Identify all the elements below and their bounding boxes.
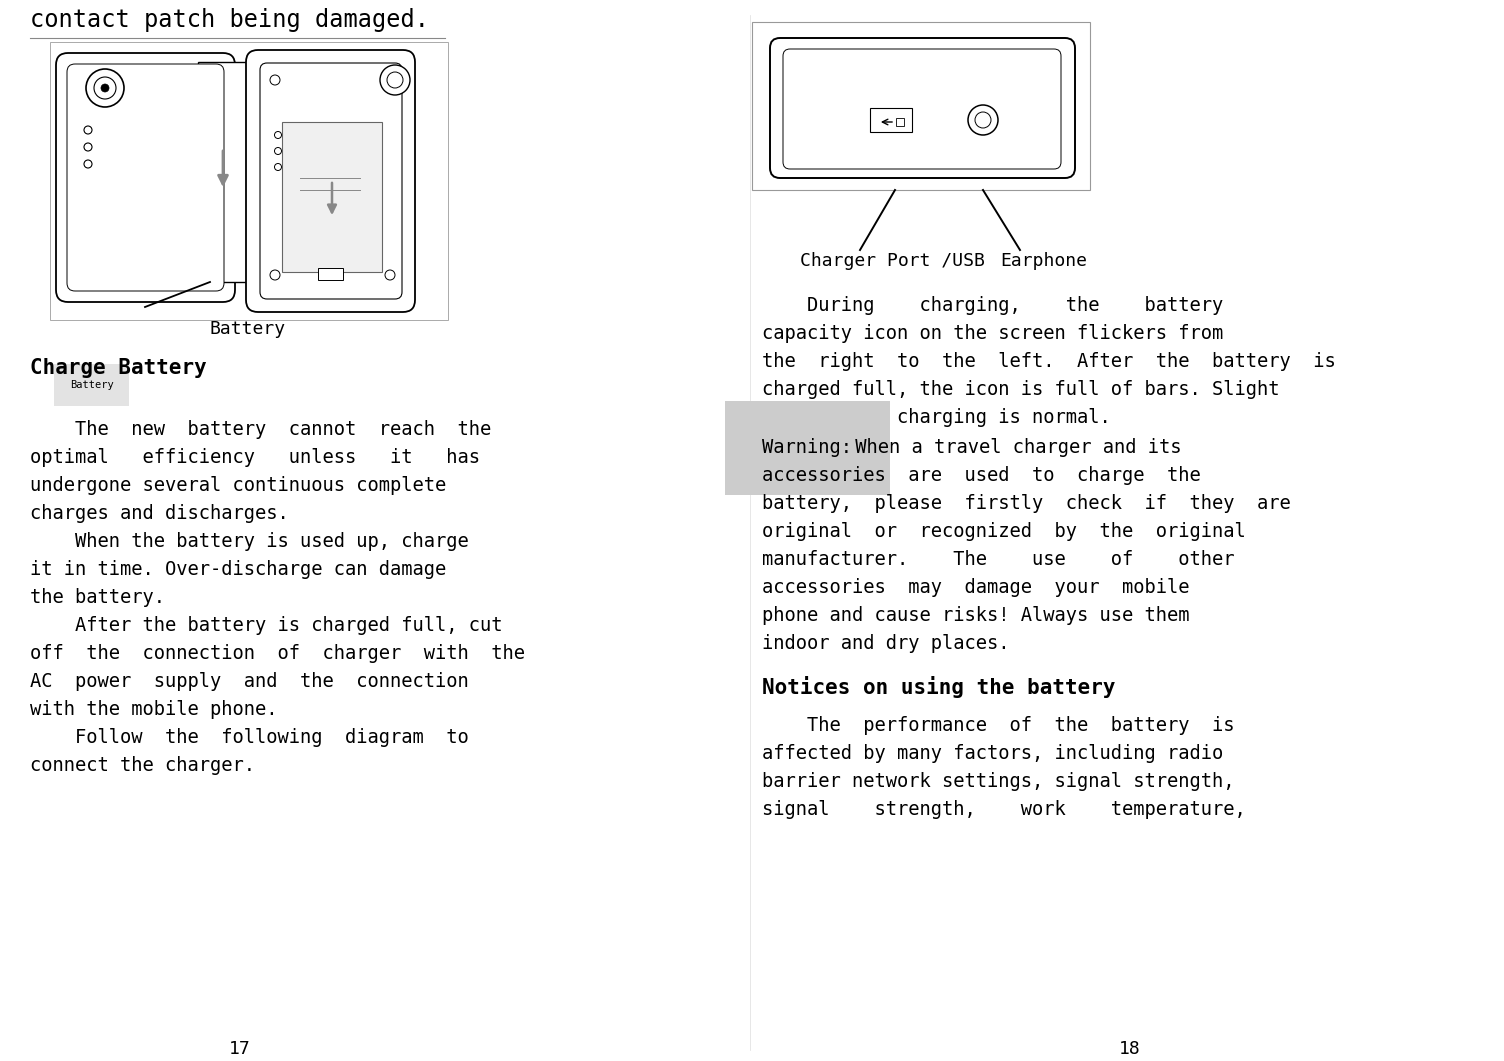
- Text: Battery: Battery: [211, 320, 286, 338]
- Circle shape: [275, 163, 281, 171]
- Circle shape: [275, 147, 281, 155]
- FancyBboxPatch shape: [784, 49, 1060, 169]
- Text: phone and cause risks! Always use them: phone and cause risks! Always use them: [763, 606, 1190, 625]
- Text: Earphone: Earphone: [1000, 253, 1087, 269]
- Text: Follow  the  following  diagram  to: Follow the following diagram to: [30, 728, 469, 747]
- Circle shape: [271, 75, 280, 85]
- Text: When the battery is used up, charge: When the battery is used up, charge: [30, 532, 469, 551]
- Circle shape: [84, 126, 92, 134]
- Circle shape: [385, 269, 396, 280]
- Circle shape: [84, 143, 92, 151]
- Text: The  new  battery  cannot  reach  the: The new battery cannot reach the: [30, 420, 492, 439]
- Text: After the battery is charged full, cut: After the battery is charged full, cut: [30, 616, 502, 634]
- Text: charges and discharges.: charges and discharges.: [30, 504, 289, 523]
- Text: barrier network settings, signal strength,: barrier network settings, signal strengt…: [763, 772, 1235, 792]
- Text: signal    strength,    work    temperature,: signal strength, work temperature,: [763, 800, 1245, 819]
- Bar: [752, 22, 1090, 190]
- Circle shape: [271, 269, 280, 280]
- Circle shape: [275, 132, 281, 139]
- Bar: [317, 268, 343, 280]
- FancyBboxPatch shape: [56, 53, 235, 302]
- Text: charged full, the icon is full of bars. Slight: charged full, the icon is full of bars. …: [763, 380, 1280, 399]
- Text: the  right  to  the  left.  After  the  battery  is: the right to the left. After the battery…: [763, 352, 1336, 371]
- Text: optimal   efficiency   unless   it   has: optimal efficiency unless it has: [30, 448, 480, 467]
- Text: Charger Port /USB: Charger Port /USB: [800, 253, 985, 269]
- Bar: [896, 118, 904, 126]
- Circle shape: [381, 65, 411, 95]
- Circle shape: [93, 77, 116, 99]
- Text: Charge Battery: Charge Battery: [30, 358, 206, 378]
- Circle shape: [975, 112, 991, 128]
- Text: During    charging,    the    battery: During charging, the battery: [763, 296, 1223, 315]
- Circle shape: [387, 72, 403, 88]
- Text: connect the charger.: connect the charger.: [30, 756, 256, 775]
- Text: it in time. Over-discharge can damage: it in time. Over-discharge can damage: [30, 560, 447, 579]
- Text: Notices on using the battery: Notices on using the battery: [763, 676, 1116, 698]
- Text: AC  power  supply  and  the  connection: AC power supply and the connection: [30, 672, 469, 691]
- Text: original  or  recognized  by  the  original: original or recognized by the original: [763, 522, 1245, 541]
- Circle shape: [101, 84, 108, 92]
- Text: accessories  may  damage  your  mobile: accessories may damage your mobile: [763, 578, 1190, 597]
- Text: undergone several continuous complete: undergone several continuous complete: [30, 476, 447, 495]
- Text: battery,  please  firstly  check  if  they  are: battery, please firstly check if they ar…: [763, 494, 1290, 514]
- Text: affected by many factors, including radio: affected by many factors, including radi…: [763, 744, 1223, 763]
- Bar: [199, 62, 248, 282]
- Text: 18: 18: [1119, 1040, 1142, 1058]
- Text: heat during charging is normal.: heat during charging is normal.: [763, 408, 1111, 427]
- Text: Warning:: Warning:: [763, 438, 851, 457]
- Circle shape: [84, 160, 92, 168]
- Text: off  the  connection  of  charger  with  the: off the connection of charger with the: [30, 644, 525, 663]
- Bar: [869, 108, 911, 132]
- Bar: [50, 42, 448, 320]
- Text: accessories  are  used  to  charge  the: accessories are used to charge the: [763, 466, 1200, 485]
- Circle shape: [969, 105, 999, 135]
- Bar: [283, 122, 382, 272]
- FancyBboxPatch shape: [260, 63, 402, 299]
- FancyBboxPatch shape: [68, 64, 224, 291]
- Text: The  performance  of  the  battery  is: The performance of the battery is: [763, 716, 1235, 735]
- FancyBboxPatch shape: [247, 50, 415, 312]
- Text: When a travel charger and its: When a travel charger and its: [844, 438, 1182, 457]
- Circle shape: [86, 69, 123, 107]
- Text: Battery: Battery: [71, 380, 114, 390]
- Text: 17: 17: [229, 1040, 251, 1058]
- Text: manufacturer.    The    use    of    other: manufacturer. The use of other: [763, 550, 1235, 569]
- Text: with the mobile phone.: with the mobile phone.: [30, 700, 278, 719]
- Text: contact patch being damaged.: contact patch being damaged.: [30, 8, 429, 32]
- FancyBboxPatch shape: [770, 38, 1075, 178]
- Text: indoor and dry places.: indoor and dry places.: [763, 634, 1009, 653]
- Text: the battery.: the battery.: [30, 588, 165, 607]
- Text: capacity icon on the screen flickers from: capacity icon on the screen flickers fro…: [763, 324, 1223, 343]
